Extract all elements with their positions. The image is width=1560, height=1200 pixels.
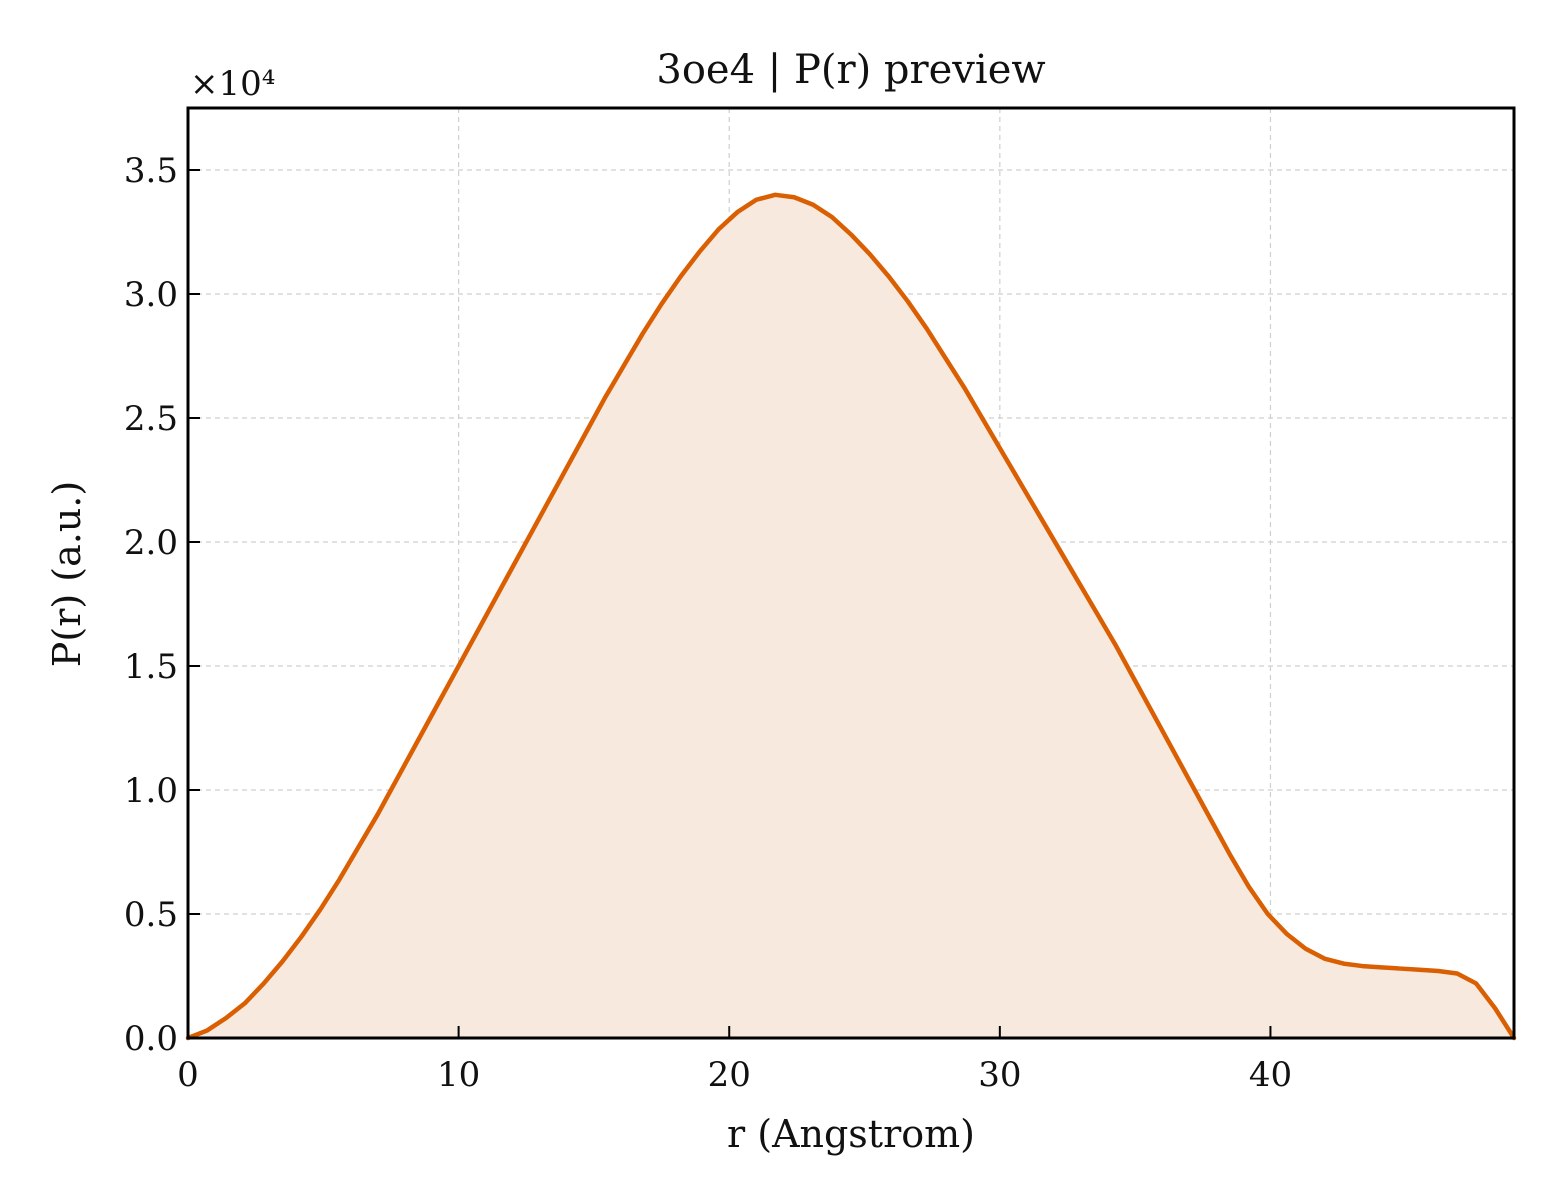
y-multiplier: ×10⁴	[190, 64, 275, 104]
y-tick-label: 2.0	[124, 523, 178, 563]
series-line	[185, 192, 1517, 1041]
x-tick-label: 30	[978, 1055, 1021, 1095]
y-tick-label: 0.0	[124, 1019, 178, 1059]
y-tick-label: 0.5	[124, 895, 178, 935]
y-tick-label: 2.5	[124, 399, 178, 439]
chart-title: 3oe4 | P(r) preview	[656, 47, 1045, 93]
x-tick-label: 40	[1249, 1055, 1292, 1095]
y-tick-label: 3.0	[124, 275, 178, 315]
x-axis-label: r (Angstrom)	[727, 1112, 975, 1156]
ticks: 0 10 20 30 40 0.0 0.5 1.0 1.5 2.0 2.5 3.0 3.5	[124, 151, 1292, 1095]
x-tick-label: 10	[437, 1055, 480, 1095]
y-tick-label: 1.5	[124, 647, 178, 687]
y-tick-label: 1.0	[124, 771, 178, 811]
x-tick-label: 20	[708, 1055, 751, 1095]
area-fill	[188, 194, 1514, 1039]
x-tick-label: 0	[177, 1055, 199, 1095]
plot-frame	[186, 106, 1516, 1040]
y-tick-label: 3.5	[124, 151, 178, 191]
y-axis-label: P(r) (a.u.)	[45, 481, 89, 667]
